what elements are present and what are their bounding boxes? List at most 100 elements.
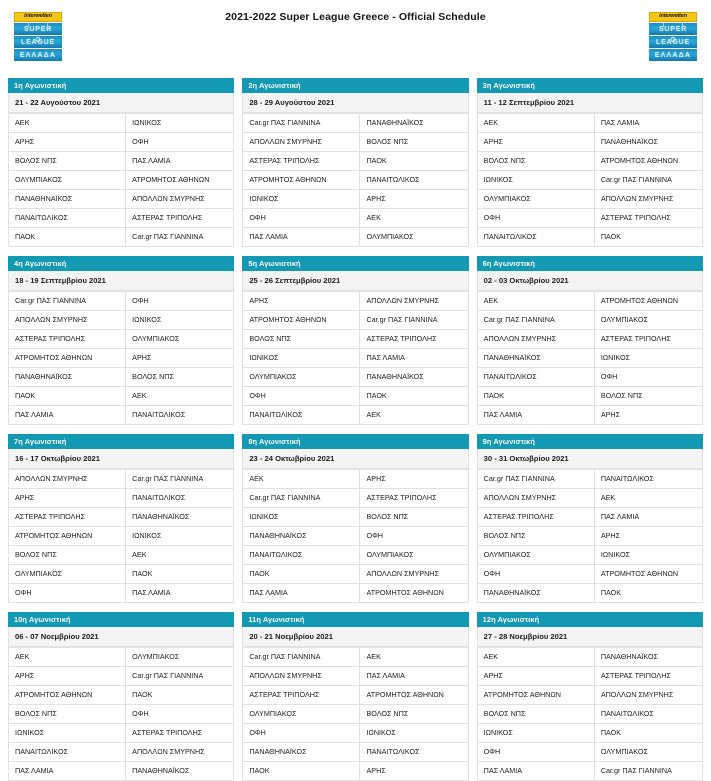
- fixture-row: ΑΣΤΕΡΑΣ ΤΡΙΠΟΛΗΣ ΟΛΥΜΠΙΑΚΟΣ: [7, 329, 235, 349]
- home-team: ΠΑΟΚ: [242, 761, 361, 781]
- fixtures-table: ΑΕΚ ΑΤΡΟΜΗΤΟΣ ΑΘΗΝΩΝ Car.gr ΠΑΣ ΓΙΑΝΝΙΝΑ ΟΛ…: [476, 291, 703, 425]
- fixture-row: ΒΟΛΟΣ ΝΠΣ ΠΑΣ ΛΑΜΙΑ: [7, 151, 235, 171]
- away-team: ΠΑΟΚ: [359, 386, 469, 406]
- fixture-row: ΑΕΚ ΠΑΣ ΛΑΜΙΑ: [476, 113, 703, 133]
- away-team: ΑΣΤΕΡΑΣ ΤΡΙΠΟΛΗΣ: [125, 208, 235, 228]
- away-team: ΠΑΟΚ: [593, 583, 703, 603]
- away-team: ΒΟΛΟΣ ΝΠΣ: [359, 507, 469, 527]
- away-team: ΑΕΚ: [125, 386, 235, 406]
- fixture-row: ΑΡΗΣ ΠΑΝΑΙΤΩΛΙΚΟΣ: [7, 488, 235, 508]
- away-team: ΑΣΤΕΡΑΣ ΤΡΙΠΟΛΗΣ: [359, 329, 469, 349]
- fixture-row: ΟΛΥΜΠΙΑΚΟΣ ΒΟΛΟΣ ΝΠΣ: [242, 704, 469, 724]
- away-team: Car.gr ΠΑΣ ΓΙΑΝΝΙΝΑ: [359, 310, 469, 330]
- away-team: ΠΑΟΚ: [593, 227, 703, 247]
- home-team: ΑΣΤΕΡΑΣ ΤΡΙΠΟΛΗΣ: [242, 685, 361, 705]
- away-team: ΑΤΡΟΜΗΤΟΣ ΑΘΗΝΩΝ: [125, 170, 235, 190]
- fixture-row: ΑΠΟΛΛΩΝ ΣΜΥΡΝΗΣ Car.gr ΠΑΣ ΓΙΑΝΝΙΝΑ: [7, 469, 235, 489]
- away-team: ΟΦΗ: [593, 367, 703, 387]
- logo-band-super: SUPER: [14, 23, 62, 35]
- fixture-row: ΠΑΟΚ ΒΟΛΟΣ ΝΠΣ: [476, 386, 703, 406]
- fixture-row: ΟΦΗ ΑΣΤΕΡΑΣ ΤΡΙΠΟΛΗΣ: [476, 208, 703, 228]
- fixture-row: Car.gr ΠΑΣ ΓΙΑΝΝΙΝΑ ΑΕΚ: [242, 647, 469, 667]
- away-team: ΟΛΥΜΠΙΑΚΟΣ: [359, 545, 469, 565]
- fixture-row: ΙΩΝΙΚΟΣ ΒΟΛΟΣ ΝΠΣ: [242, 507, 469, 527]
- fixtures-table: Car.gr ΠΑΣ ΓΙΑΝΝΙΝΑ ΠΑΝΑΘΗΝΑΪΚΟΣ ΑΠΟΛΛΩΝ Σ…: [242, 113, 469, 247]
- fixture-row: Car.gr ΠΑΣ ΓΙΑΝΝΙΝΑ ΑΣΤΕΡΑΣ ΤΡΙΠΟΛΗΣ: [242, 488, 469, 508]
- away-team: ΠΑΣ ΛΑΜΙΑ: [593, 113, 703, 133]
- fixture-row: ΠΑΝΑΙΤΩΛΙΚΟΣ ΟΦΗ: [476, 367, 703, 387]
- home-team: ΑΠΟΛΛΩΝ ΣΜΥΡΝΗΣ: [242, 132, 361, 152]
- home-team: ΠΑΣ ΛΑΜΙΑ: [242, 227, 361, 247]
- home-team: ΟΦΗ: [242, 208, 361, 228]
- matchday-title: 10η Αγωνιστική: [8, 612, 235, 627]
- home-team: Car.gr ΠΑΣ ΓΙΑΝΝΙΝΑ: [7, 291, 127, 311]
- matchday-title: 1η Αγωνιστική: [8, 78, 235, 93]
- fixture-row: ΒΟΛΟΣ ΝΠΣ ΟΦΗ: [7, 704, 235, 724]
- fixture-row: ΑΡΗΣ ΠΑΝΑΘΗΝΑΪΚΟΣ: [476, 132, 703, 152]
- fixture-row: ΠΑΣ ΛΑΜΙΑ ΑΤΡΟΜΗΤΟΣ ΑΘΗΝΩΝ: [242, 583, 469, 603]
- home-team: ΑΕΚ: [476, 291, 595, 311]
- away-team: ΑΡΗΣ: [593, 526, 703, 546]
- home-team: ΠΑΟΚ: [7, 386, 127, 406]
- home-team: ΑΡΗΣ: [242, 291, 361, 311]
- home-team: ΟΦΗ: [242, 723, 361, 743]
- away-team: ΑΡΗΣ: [359, 469, 469, 489]
- away-team: ΑΕΚ: [593, 488, 703, 508]
- fixture-row: ΑΠΟΛΛΩΝ ΣΜΥΡΝΗΣ ΑΕΚ: [476, 488, 703, 508]
- away-team: ΠΑΣ ΛΑΜΙΑ: [125, 583, 235, 603]
- home-team: ΑΡΗΣ: [476, 666, 595, 686]
- home-team: ΠΑΝΑΘΗΝΑΪΚΟΣ: [476, 348, 595, 368]
- away-team: ΒΟΛΟΣ ΝΠΣ: [359, 704, 469, 724]
- home-team: ΑΤΡΟΜΗΤΟΣ ΑΘΗΝΩΝ: [7, 685, 127, 705]
- fixture-row: ΠΑΝΑΘΗΝΑΪΚΟΣ ΒΟΛΟΣ ΝΠΣ: [7, 367, 235, 387]
- fixture-row: ΙΩΝΙΚΟΣ Car.gr ΠΑΣ ΓΙΑΝΝΙΝΑ: [476, 170, 703, 190]
- matchday-title: 5η Αγωνιστική: [242, 256, 469, 271]
- away-team: ΑΡΗΣ: [359, 761, 469, 781]
- home-team: ΠΑΝΑΘΗΝΑΪΚΟΣ: [7, 189, 127, 209]
- logo-band-league: LEAGUE: [649, 36, 697, 48]
- away-team: ΑΠΟΛΛΩΝ ΣΜΥΡΝΗΣ: [359, 291, 469, 311]
- matchday-block: 11η Αγωνιστική 20 - 21 Νοεμβρίου 2021 Car.…: [242, 612, 469, 781]
- fixture-row: ΙΩΝΙΚΟΣ ΠΑΟΚ: [476, 723, 703, 743]
- matchday-title: 8η Αγωνιστική: [242, 434, 469, 449]
- home-team: ΠΑΝΑΘΗΝΑΪΚΟΣ: [242, 742, 361, 762]
- fixture-row: ΠΑΝΑΘΗΝΑΪΚΟΣ ΙΩΝΙΚΟΣ: [476, 348, 703, 368]
- home-team: ΙΩΝΙΚΟΣ: [476, 170, 595, 190]
- away-team: ΟΛΥΜΠΙΑΚΟΣ: [593, 742, 703, 762]
- away-team: ΑΤΡΟΜΗΤΟΣ ΑΘΗΝΩΝ: [593, 151, 703, 171]
- home-team: ΠΑΝΑΘΗΝΑΪΚΟΣ: [476, 583, 595, 603]
- home-team: ΑΠΟΛΛΩΝ ΣΜΥΡΝΗΣ: [7, 469, 127, 489]
- fixture-row: ΙΩΝΙΚΟΣ ΠΑΣ ΛΑΜΙΑ: [242, 348, 469, 368]
- fixture-row: ΑΤΡΟΜΗΤΟΣ ΑΘΗΝΩΝ ΑΡΗΣ: [7, 348, 235, 368]
- away-team: ΑΤΡΟΜΗΤΟΣ ΑΘΗΝΩΝ: [359, 583, 469, 603]
- fixture-row: Car.gr ΠΑΣ ΓΙΑΝΝΙΝΑ ΟΦΗ: [7, 291, 235, 311]
- away-team: ΠΑΟΚ: [125, 564, 235, 584]
- matchday-date: 18 - 19 Σεπτεμβρίου 2021: [8, 271, 235, 291]
- fixture-row: ΠΑΟΚ Car.gr ΠΑΣ ΓΙΑΝΝΙΝΑ: [7, 227, 235, 247]
- fixture-row: ΑΕΚ ΠΑΝΑΘΗΝΑΪΚΟΣ: [476, 647, 703, 667]
- schedule-grid: 1η Αγωνιστική 21 - 22 Αυγούστου 2021 ΑΕΚ ΙΩ…: [0, 78, 711, 781]
- page-title: 2021-2022 Super League Greece - Official…: [225, 11, 486, 23]
- away-team: ΠΑΝΑΙΤΩΛΙΚΟΣ: [125, 488, 235, 508]
- home-team: ΒΟΛΟΣ ΝΠΣ: [7, 704, 127, 724]
- fixtures-table: Car.gr ΠΑΣ ΓΙΑΝΝΙΝΑ ΠΑΝΑΙΤΩΛΙΚΟΣ ΑΠΟΛΛΩΝ Σ…: [476, 469, 703, 603]
- home-team: ΟΛΥΜΠΙΑΚΟΣ: [7, 564, 127, 584]
- logo-text-super: SUPER: [658, 25, 688, 33]
- away-team: ΑΕΚ: [125, 545, 235, 565]
- fixture-row: ΑΣΤΕΡΑΣ ΤΡΙΠΟΛΗΣ ΠΑΝΑΘΗΝΑΪΚΟΣ: [7, 507, 235, 527]
- away-team: ΠΑΝΑΙΤΩΛΙΚΟΣ: [359, 170, 469, 190]
- away-team: ΑΣΤΕΡΑΣ ΤΡΙΠΟΛΗΣ: [593, 329, 703, 349]
- home-team: Car.gr ΠΑΣ ΓΙΑΝΝΙΝΑ: [242, 647, 361, 667]
- home-team: ΑΕΚ: [476, 647, 595, 667]
- matchday-block: 12η Αγωνιστική 27 - 28 Νοεμβρίου 2021 ΑΕΚ Π…: [476, 612, 703, 781]
- fixture-row: ΑΡΗΣ ΑΣΤΕΡΑΣ ΤΡΙΠΟΛΗΣ: [476, 666, 703, 686]
- fixtures-table: Car.gr ΠΑΣ ΓΙΑΝΝΙΝΑ ΑΕΚ ΑΠΟΛΛΩΝ ΣΜΥΡΝΗΣ ΠΑΣ…: [242, 647, 469, 781]
- matchday-block: 2η Αγωνιστική 28 - 29 Αυγούστου 2021 Car.g…: [242, 78, 469, 247]
- fixture-row: ΑΣΤΕΡΑΣ ΤΡΙΠΟΛΗΣ ΑΤΡΟΜΗΤΟΣ ΑΘΗΝΩΝ: [242, 685, 469, 705]
- away-team: ΟΦΗ: [125, 291, 235, 311]
- logo-text-ellada: ΕΛΛΑΔΑ: [19, 51, 57, 59]
- away-team: ΠΑΝΑΘΗΝΑΪΚΟΣ: [359, 113, 469, 133]
- logo-band-league: LEAGUE: [14, 36, 62, 48]
- fixture-row: ΑΠΟΛΛΩΝ ΣΜΥΡΝΗΣ ΠΑΣ ΛΑΜΙΑ: [242, 666, 469, 686]
- matchday-block: 10η Αγωνιστική 06 - 07 Νοεμβρίου 2021 ΑΕΚ Ο…: [7, 612, 235, 781]
